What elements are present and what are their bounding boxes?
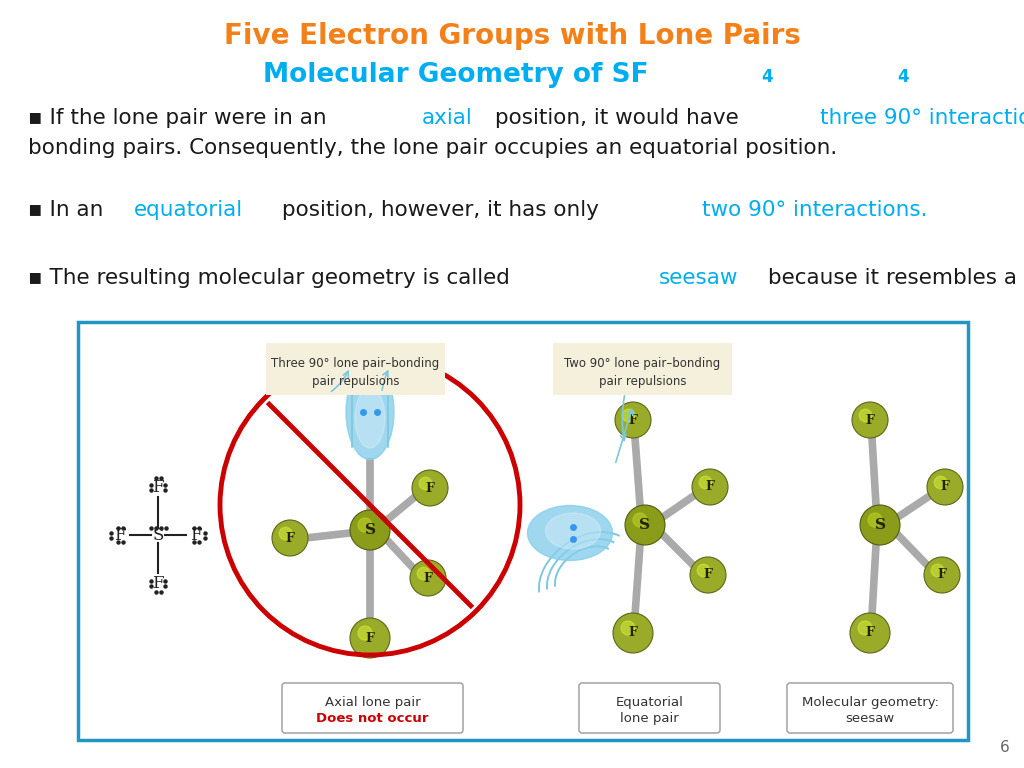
Text: because it resembles a seesaw.: because it resembles a seesaw. — [761, 268, 1024, 288]
Circle shape — [690, 557, 726, 593]
Text: lone pair: lone pair — [621, 712, 679, 725]
Ellipse shape — [527, 505, 612, 561]
Text: Molecular Geometry of SF: Molecular Geometry of SF — [263, 62, 649, 88]
Circle shape — [417, 568, 430, 580]
Text: F: F — [629, 413, 637, 426]
Circle shape — [852, 402, 888, 438]
Circle shape — [860, 505, 900, 545]
Text: 4: 4 — [761, 68, 772, 86]
Ellipse shape — [546, 513, 600, 549]
Text: F: F — [706, 481, 715, 494]
Circle shape — [924, 557, 961, 593]
Circle shape — [859, 409, 871, 422]
Text: Three 90° lone pair–bonding: Three 90° lone pair–bonding — [271, 357, 439, 370]
FancyBboxPatch shape — [579, 683, 720, 733]
Text: Equatorial: Equatorial — [615, 696, 683, 709]
Text: F: F — [366, 631, 375, 644]
Circle shape — [850, 613, 890, 653]
Text: F: F — [865, 627, 874, 640]
FancyBboxPatch shape — [78, 322, 968, 740]
Circle shape — [633, 513, 647, 527]
Circle shape — [615, 402, 651, 438]
Circle shape — [613, 613, 653, 653]
Text: F: F — [153, 574, 164, 591]
Text: pair repulsions: pair repulsions — [599, 375, 686, 388]
Text: F: F — [703, 568, 713, 581]
Text: seesaw: seesaw — [658, 268, 738, 288]
Circle shape — [934, 476, 947, 488]
Circle shape — [358, 518, 372, 532]
Text: pair repulsions: pair repulsions — [311, 375, 399, 388]
Circle shape — [412, 470, 449, 506]
Text: 6: 6 — [1000, 740, 1010, 755]
Circle shape — [410, 560, 446, 596]
Text: S: S — [874, 518, 886, 532]
Text: S: S — [153, 527, 164, 544]
Text: Two 90° lone pair–bonding: Two 90° lone pair–bonding — [564, 357, 721, 370]
Circle shape — [699, 476, 712, 488]
Circle shape — [931, 564, 944, 577]
Circle shape — [623, 409, 635, 422]
Circle shape — [621, 621, 635, 635]
Text: Five Electron Groups with Lone Pairs: Five Electron Groups with Lone Pairs — [223, 22, 801, 50]
Text: two 90° interactions.: two 90° interactions. — [701, 200, 927, 220]
Text: ▪ If the lone pair were in an: ▪ If the lone pair were in an — [28, 108, 334, 128]
FancyBboxPatch shape — [787, 683, 953, 733]
Circle shape — [350, 510, 390, 550]
Text: F: F — [115, 527, 126, 544]
Text: F: F — [286, 531, 295, 545]
Ellipse shape — [355, 388, 385, 448]
Text: position, however, it has only: position, however, it has only — [274, 200, 605, 220]
Circle shape — [692, 469, 728, 505]
Circle shape — [868, 513, 882, 527]
Text: F: F — [865, 413, 874, 426]
Text: F: F — [190, 527, 202, 544]
Text: Does not occur: Does not occur — [316, 712, 429, 725]
Text: F: F — [938, 568, 946, 581]
Text: ▪ The resulting molecular geometry is called: ▪ The resulting molecular geometry is ca… — [28, 268, 517, 288]
Text: bonding pairs. Consequently, the lone pair occupies an equatorial position.: bonding pairs. Consequently, the lone pa… — [28, 138, 838, 158]
Text: equatorial: equatorial — [134, 200, 244, 220]
FancyBboxPatch shape — [282, 683, 463, 733]
Circle shape — [927, 469, 963, 505]
FancyBboxPatch shape — [266, 343, 445, 395]
Circle shape — [280, 527, 292, 540]
Circle shape — [272, 520, 308, 556]
Ellipse shape — [346, 365, 394, 459]
Text: S: S — [365, 523, 376, 537]
Circle shape — [358, 626, 372, 640]
Text: ▪ In an: ▪ In an — [28, 200, 111, 220]
Text: F: F — [153, 478, 164, 495]
Text: F: F — [424, 571, 432, 584]
Text: F: F — [941, 481, 949, 494]
Text: seesaw: seesaw — [846, 712, 895, 725]
Circle shape — [858, 621, 872, 635]
Circle shape — [419, 477, 432, 490]
Text: F: F — [629, 627, 637, 640]
Circle shape — [350, 618, 390, 658]
Text: position, it would have: position, it would have — [487, 108, 745, 128]
Text: F: F — [426, 482, 434, 495]
Text: S: S — [640, 518, 650, 532]
Text: 4: 4 — [898, 68, 909, 86]
Text: Molecular geometry:: Molecular geometry: — [802, 696, 939, 709]
Text: axial: axial — [422, 108, 473, 128]
Circle shape — [625, 505, 665, 545]
Circle shape — [697, 564, 710, 577]
Text: Axial lone pair: Axial lone pair — [325, 696, 420, 709]
FancyBboxPatch shape — [553, 343, 732, 395]
Text: three 90° interactions: three 90° interactions — [820, 108, 1024, 128]
